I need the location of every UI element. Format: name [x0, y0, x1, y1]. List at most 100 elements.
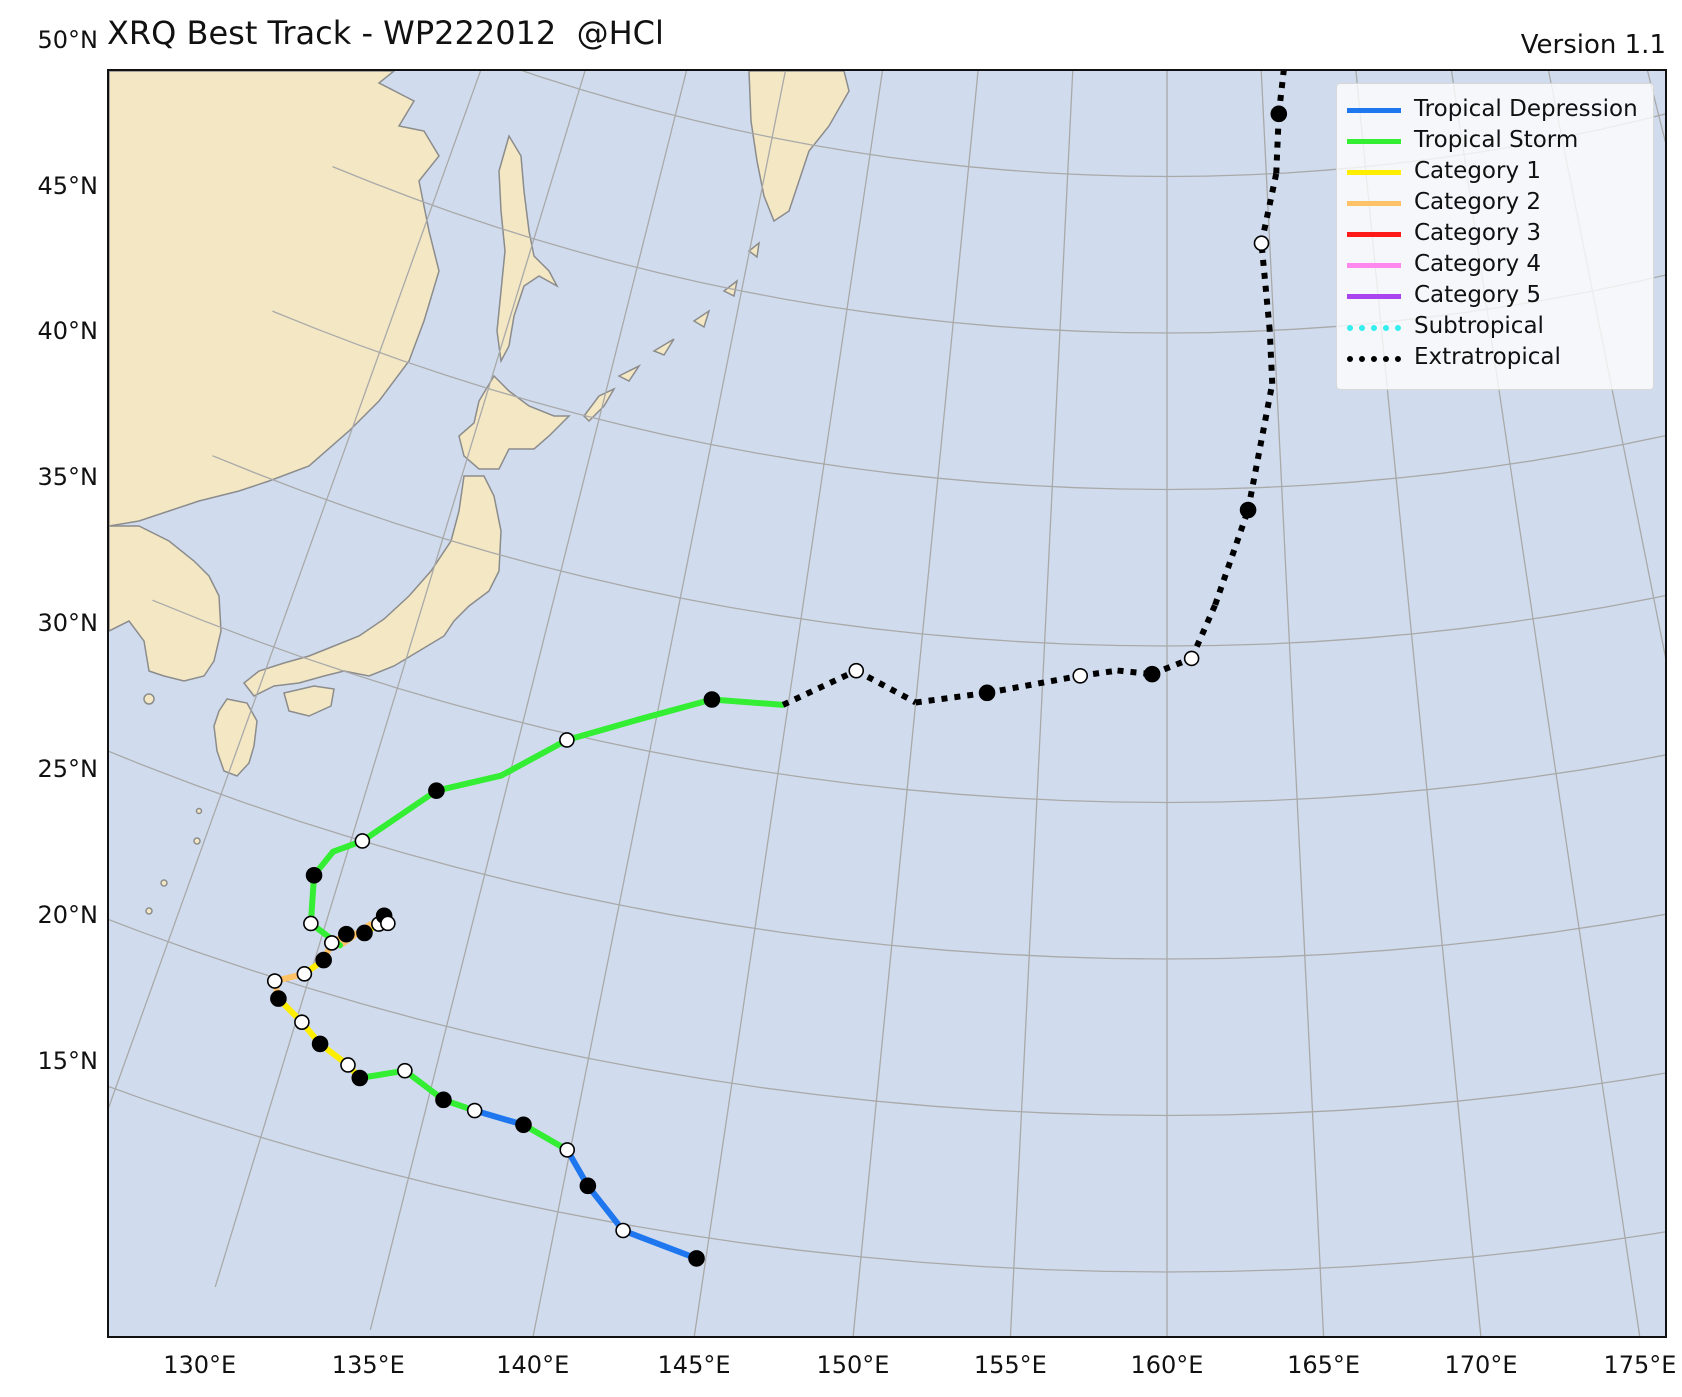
legend-label: Category 5 [1414, 282, 1542, 308]
legend-swatch [1347, 294, 1401, 299]
track-segment [854, 668, 918, 706]
legend: Tropical Depression Tropical Storm Categor… [1336, 83, 1654, 390]
land-korea [109, 525, 222, 682]
track-segment [640, 696, 715, 722]
legend-label: Category 1 [1414, 158, 1542, 184]
track-segment [498, 736, 570, 779]
track-point-1200z [380, 915, 396, 932]
track-point-0000z [978, 684, 996, 702]
track-point-1200z [1253, 235, 1270, 252]
land-kyushu [213, 698, 258, 777]
version-label: Version 1.1 [1520, 30, 1666, 60]
land-honshu [242, 475, 502, 697]
longitude-gridline [1009, 71, 1074, 1336]
longitude-label: 175°E [1603, 1351, 1677, 1379]
track-point-1200z [303, 915, 319, 932]
track-point-0000z [270, 990, 287, 1007]
track-segment [1266, 330, 1276, 384]
longitude-label: 155°E [973, 1351, 1047, 1379]
longitude-gridline [369, 71, 688, 1331]
track-segment [781, 667, 858, 708]
legend-label: Category 2 [1414, 189, 1542, 215]
land-sakhalin [496, 134, 559, 364]
legend-label: Subtropical [1414, 313, 1544, 339]
latitude-label: 45°N [37, 171, 99, 200]
track-point-0000z [338, 925, 355, 943]
legend-swatch [1347, 108, 1401, 113]
longitude-gridline [214, 71, 586, 1288]
land-shikoku [283, 685, 335, 717]
latitude-label: 30°N [37, 609, 99, 638]
legend-label: Tropical Depression [1414, 96, 1638, 122]
track-point-1200z [354, 833, 371, 849]
track-segment [1245, 383, 1276, 511]
track-segment [1079, 667, 1118, 679]
latitude-label: 25°N [37, 755, 99, 784]
latitude-label: 50°N [37, 25, 99, 54]
latitude-label: 35°N [37, 463, 99, 492]
track-point-0000z [688, 1250, 705, 1267]
track-segment [359, 787, 440, 844]
track-point-0000z [311, 1035, 329, 1053]
longitude-label: 160°E [1130, 1351, 1204, 1379]
longitude-gridline [532, 71, 787, 1336]
track-segment [1258, 242, 1273, 331]
longitude-gridline [693, 71, 884, 1336]
track-segment [1212, 509, 1251, 606]
legend-item: Category 1 [1337, 156, 1653, 186]
track-point-0000z [435, 1091, 452, 1109]
track-segment [986, 672, 1081, 696]
land-small-islands [143, 241, 761, 915]
longitude-label: 150°E [816, 1351, 890, 1379]
longitude-gridline [109, 71, 482, 1109]
track-point-1200z [848, 662, 865, 679]
track-point-1200z [294, 1014, 310, 1030]
latitude-label: 15°N [37, 1047, 99, 1076]
land-hokkaido [458, 374, 571, 470]
track-point-1200z [397, 1062, 413, 1079]
latitude-label: 40°N [37, 317, 99, 346]
track-point-1200z [266, 973, 283, 989]
legend-label: Extratropical [1414, 344, 1561, 370]
longitude-label: 165°E [1287, 1351, 1361, 1379]
legend-item: Category 4 [1337, 249, 1653, 279]
legend-label: Category 3 [1414, 220, 1542, 246]
track-point-0000z [305, 866, 323, 884]
track-point-0000z [351, 1069, 369, 1087]
land-kamchatka [748, 71, 850, 223]
longitude-label: 145°E [657, 1351, 731, 1379]
legend-label: Tropical Storm [1414, 127, 1579, 153]
legend-item: Subtropical [1337, 311, 1653, 341]
track-point-0000z [356, 924, 373, 942]
track-markers [266, 105, 1288, 1267]
longitude-gridline [1260, 71, 1325, 1336]
track-point-1200z [559, 1142, 576, 1158]
legend-swatch [1347, 139, 1401, 144]
longitude-label: 130°E [163, 1351, 237, 1379]
legend-swatch [1347, 356, 1401, 362]
track-point-0000z [703, 691, 721, 708]
track-point-1200z [615, 1222, 631, 1239]
track-segment [1188, 603, 1218, 660]
legend-item: Tropical Storm [1337, 125, 1653, 155]
track-segment [433, 772, 505, 794]
track-segment [520, 1121, 571, 1153]
land-asia [109, 71, 440, 527]
longitude-label: 140°E [496, 1351, 570, 1379]
track-point-1200z [296, 966, 313, 982]
track-point-0000z [515, 1116, 532, 1134]
track-point-0000z [315, 951, 332, 969]
longitude-label: 135°E [331, 1351, 405, 1379]
legend-item: Extratropical [1337, 342, 1653, 372]
legend-item: Tropical Depression [1337, 94, 1653, 124]
track-point-0000z [1270, 105, 1288, 123]
track-segment [1273, 113, 1282, 174]
track-point-0000z [579, 1177, 597, 1195]
track-point-1200z [324, 935, 340, 951]
track-segment [584, 1182, 627, 1234]
legend-swatch [1347, 201, 1401, 206]
track-point-1200z [466, 1102, 483, 1119]
track-point-0000z [428, 782, 445, 799]
track-point-1200z [559, 732, 575, 748]
track-segment [563, 715, 647, 743]
